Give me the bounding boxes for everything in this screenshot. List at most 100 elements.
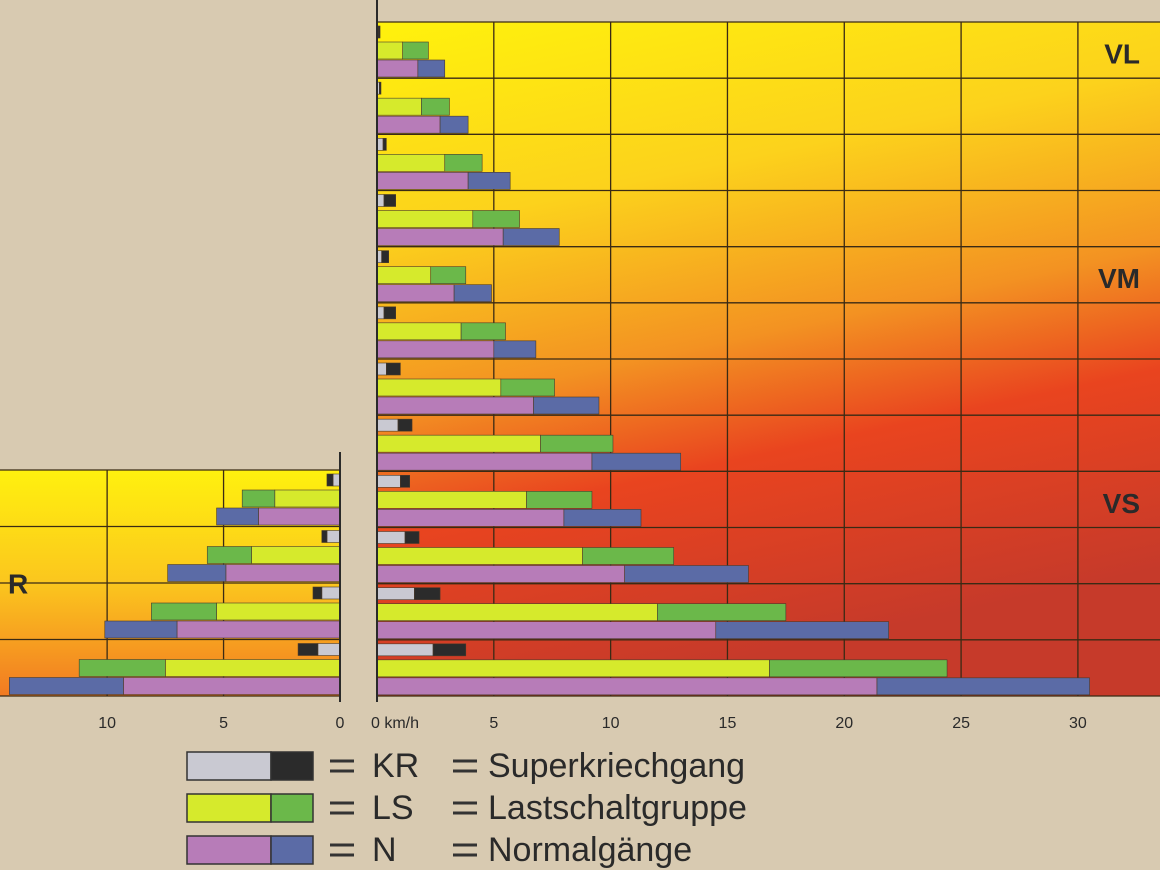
- bar-dark: [383, 306, 396, 320]
- x-tick-label: 25: [952, 715, 970, 732]
- bar-light: [321, 586, 341, 600]
- bar-dark: [500, 378, 555, 397]
- bar-dark: [414, 587, 441, 600]
- x-tick-label: 0 km/h: [371, 715, 419, 732]
- bar-dark: [453, 284, 492, 302]
- bar-dark: [502, 228, 560, 246]
- bar-dark: [151, 602, 217, 621]
- bar-dark: [326, 473, 334, 487]
- bar-dark: [540, 434, 614, 453]
- x-tick-label: 20: [835, 715, 853, 732]
- bar-light: [376, 677, 878, 696]
- legend-code: N: [372, 831, 397, 869]
- bar-dark: [383, 194, 396, 207]
- bar-dark: [9, 677, 124, 695]
- bar-dark: [241, 489, 276, 508]
- bar-light: [274, 489, 341, 508]
- bar-light: [376, 396, 534, 415]
- bar-dark: [417, 59, 446, 78]
- bar-light: [258, 507, 341, 526]
- bar-light: [376, 154, 446, 172]
- bar-dark: [379, 81, 382, 95]
- group-label: VL: [1104, 38, 1140, 69]
- bar-dark: [493, 340, 537, 359]
- bar-light: [376, 284, 455, 302]
- bar-light: [376, 194, 385, 207]
- x-tick-label: 10: [602, 715, 620, 732]
- bar-dark: [421, 97, 450, 116]
- bar-light: [332, 473, 341, 487]
- bar-light: [376, 59, 419, 78]
- x-tick-label: 0: [336, 715, 345, 732]
- bar-light: [376, 509, 565, 527]
- x-tick-label: 10: [98, 715, 116, 732]
- bar-light: [376, 603, 658, 621]
- legend-label: Superkriechgang: [488, 747, 745, 785]
- group-label: VS: [1103, 488, 1140, 519]
- bar-dark: [397, 418, 413, 432]
- legend-swatch: [270, 793, 314, 823]
- bar-light: [165, 659, 341, 677]
- bar-dark: [78, 659, 166, 677]
- legend-label: Lastschaltgruppe: [488, 789, 747, 827]
- legend-code: KR: [372, 747, 419, 785]
- bar-dark: [167, 564, 227, 582]
- bar-dark: [216, 507, 259, 526]
- bar-light: [376, 266, 432, 284]
- x-tick-label: 15: [719, 715, 737, 732]
- bar-dark: [533, 396, 600, 415]
- bar-light: [376, 306, 385, 320]
- bar-light: [376, 322, 462, 341]
- legend-swatch: [186, 751, 272, 781]
- bar-dark: [297, 643, 319, 656]
- bar-light: [376, 452, 593, 471]
- bar-light: [376, 547, 583, 565]
- bar-light: [376, 210, 474, 228]
- group-label: R: [8, 569, 28, 600]
- bar-dark: [460, 322, 506, 341]
- legend-swatch: [186, 835, 272, 865]
- bar-light: [376, 531, 406, 544]
- bar-dark: [582, 547, 675, 565]
- bar-dark: [444, 154, 483, 172]
- bar-dark: [430, 266, 467, 284]
- legend-swatch: [186, 793, 272, 823]
- bar-light: [225, 564, 341, 582]
- legend-label: Normalgänge: [488, 831, 692, 869]
- bar-dark: [472, 210, 520, 228]
- bar-dark: [104, 620, 178, 639]
- bar-dark: [876, 677, 1090, 696]
- bar-dark: [404, 531, 420, 544]
- bar-light: [376, 41, 404, 60]
- bar-dark: [715, 621, 889, 639]
- bar-light: [376, 172, 469, 190]
- legend: KR Superkriechgang LS Lastschaltgruppe N Norm…: [186, 747, 747, 869]
- bar-dark: [400, 475, 411, 488]
- bar-dark: [377, 25, 381, 39]
- bar-dark: [657, 603, 787, 621]
- marks: 0 km/h51015202530VLVMVS051015R: [0, 21, 1160, 732]
- bar-light: [376, 228, 504, 246]
- bar-dark: [402, 41, 429, 60]
- legend-code: LS: [372, 789, 414, 827]
- bar-light: [376, 475, 401, 488]
- legend-swatch: [270, 835, 314, 865]
- bar-light: [376, 434, 541, 453]
- bar-dark: [381, 250, 389, 263]
- bar-dark: [591, 452, 682, 471]
- bar-light: [176, 620, 341, 639]
- bar-dark: [467, 172, 511, 190]
- bar-dark: [206, 546, 252, 564]
- bar-light: [376, 621, 717, 639]
- bar-light: [326, 530, 341, 543]
- bar-light: [251, 546, 341, 564]
- bar-dark: [769, 659, 948, 678]
- bar-light: [376, 491, 527, 509]
- bar-dark: [312, 586, 323, 600]
- x-tick-label: 30: [1069, 715, 1087, 732]
- bar-light: [376, 340, 495, 359]
- bar-light: [216, 602, 341, 621]
- bar-dark: [386, 362, 401, 376]
